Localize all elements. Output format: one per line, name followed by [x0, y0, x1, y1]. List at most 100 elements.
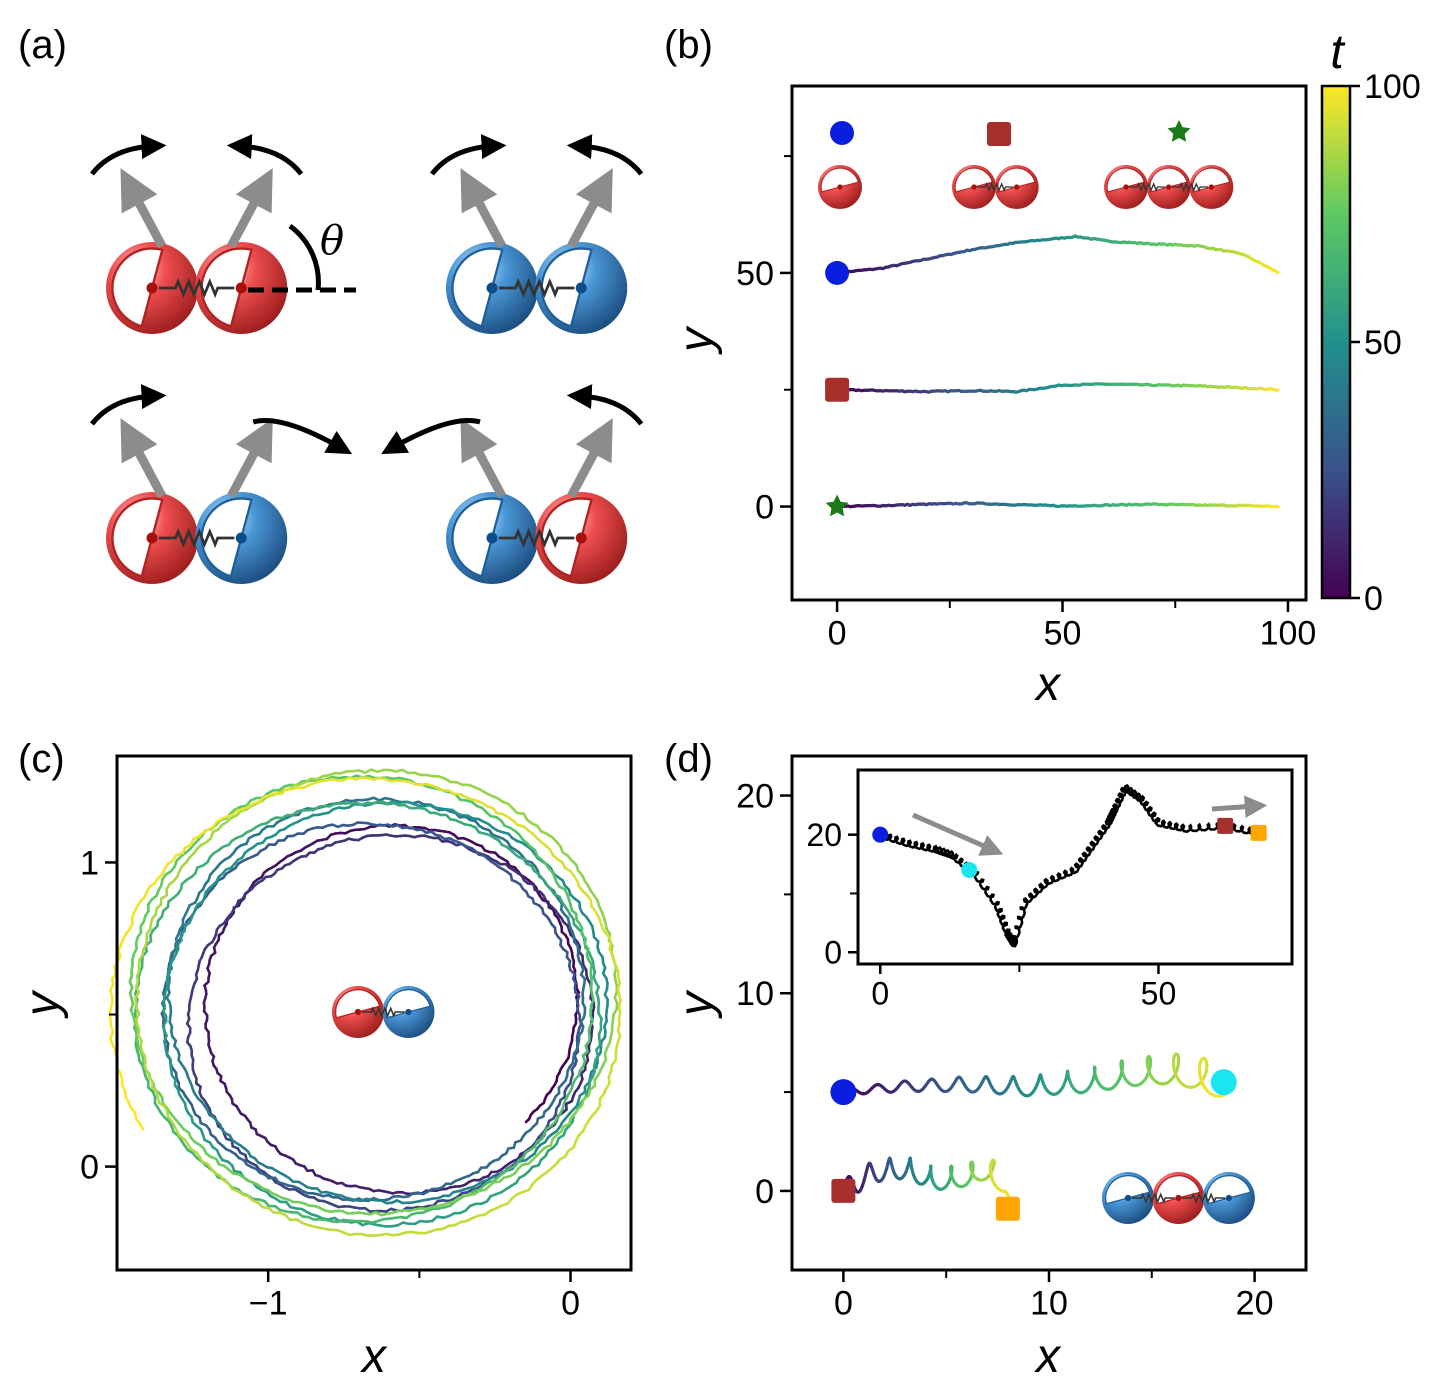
particle-center-dot: [575, 532, 587, 544]
y-tick-label: 0: [755, 488, 774, 526]
polarity-arrow: [460, 168, 506, 249]
y-tick-label: 20: [806, 817, 842, 853]
rotation-arrow: [566, 134, 644, 176]
panel-d-trimer-icon: [1102, 1172, 1255, 1224]
spring: [977, 182, 1014, 192]
panel-b-chart: 0 50 100 0 50 x y 0 50 100 t: [670, 26, 1421, 711]
rotation-arrow: [252, 417, 353, 455]
particle-center-dot: [1175, 1194, 1182, 1202]
particle-cap: [111, 497, 164, 578]
colorbar-tick-label: 50: [1364, 324, 1402, 362]
polarity-arrow: [567, 168, 613, 249]
x-tick-label: 0: [828, 614, 847, 652]
y-tick-label: 50: [736, 255, 774, 293]
y-tick-label: 0: [755, 1173, 774, 1211]
particle-center-dot: [1014, 184, 1020, 190]
polarity-arrow: [120, 418, 166, 499]
panel-d-xlabel: x: [1034, 1330, 1062, 1383]
particle-center-dot: [1225, 1194, 1232, 1202]
y-tick-label: 20: [736, 777, 774, 815]
panel-c-dimer-icon: [332, 986, 435, 1038]
particle-center-dot: [405, 1008, 412, 1016]
x-tick-label: 100: [1260, 614, 1317, 652]
inset-marker-circle: [961, 861, 978, 878]
legend-monomer: [818, 165, 862, 209]
panel-c-ylabel: y: [16, 989, 69, 1019]
panel-c-chart: −1 0 0 1 x y: [16, 754, 633, 1383]
spring: [498, 277, 575, 299]
particle-center-dot: [235, 282, 247, 294]
panel-label-c: (c): [18, 737, 65, 781]
colorbar: [1320, 84, 1352, 600]
polarity-arrow: [460, 418, 506, 499]
start-marker-square: [825, 377, 850, 402]
rotation-arrow: [226, 134, 304, 176]
x-tick-label: 0: [834, 1284, 853, 1322]
particle-center-dot: [146, 532, 158, 544]
particle-center-dot: [1208, 184, 1214, 190]
particle-center-dot: [486, 282, 498, 294]
y-tick-label: 0: [824, 934, 842, 970]
legend-marker-star: [1167, 120, 1191, 142]
schematic-molecule: [90, 384, 353, 584]
schematic-molecule: [430, 134, 644, 334]
start-marker-square: [831, 1178, 856, 1203]
legend-marker-square: [987, 122, 1011, 146]
particle-center-dot: [1123, 184, 1129, 190]
particle-center-dot: [235, 532, 247, 544]
x-tick-label: 50: [1141, 975, 1177, 1011]
panel-d-inset: 0 50 0 20: [806, 768, 1294, 1011]
end-marker-circle: [1210, 1069, 1237, 1096]
particle-center-dot: [575, 282, 587, 294]
panel-label-d: (d): [664, 737, 713, 781]
x-tick-label: 20: [1236, 1284, 1274, 1322]
inset-direction-arrow: [1211, 795, 1268, 818]
colorbar-tick-label: 0: [1364, 580, 1383, 618]
particle-cap: [451, 247, 504, 328]
particle-center-dot: [1124, 1194, 1132, 1202]
start-marker-circle: [825, 260, 850, 285]
panel-b-ylabel: y: [670, 325, 723, 355]
panel-b-frame: [790, 84, 1308, 602]
particle-cap: [954, 167, 993, 193]
particle-cap: [451, 497, 504, 578]
y-tick-label: 1: [80, 844, 99, 882]
spring: [1129, 182, 1166, 192]
panel-label-a: (a): [18, 23, 67, 67]
x-tick-label: 0: [561, 1284, 580, 1322]
inset-marker-circle: [872, 826, 889, 843]
rotation-arrow: [90, 384, 167, 426]
particle-center-dot: [1166, 184, 1172, 190]
particle-center-dot: [837, 184, 843, 190]
colorbar-tick-label: 100: [1364, 68, 1421, 106]
panel-d-chart: 0 10 20 0 10 20 0 50 0 20 x y: [670, 754, 1308, 1383]
inset-marker-square: [1217, 817, 1234, 834]
x-tick-label: 0: [871, 975, 889, 1011]
particle-center-dot: [354, 1008, 362, 1016]
spring: [158, 277, 235, 299]
particle-center-dot: [971, 184, 977, 190]
particle-cap: [820, 167, 859, 193]
rotation-arrow: [381, 417, 481, 455]
spring: [361, 1006, 405, 1018]
panel-b-xlabel: x: [1034, 658, 1062, 711]
polarity-arrow: [227, 418, 273, 499]
trajectory-segment: [138, 1122, 145, 1131]
particle-cap: [335, 989, 381, 1019]
particle-cap: [1106, 167, 1145, 193]
y-tick-label: 0: [80, 1148, 99, 1186]
theta-label: θ: [320, 218, 344, 264]
inset-marker-square: [1250, 824, 1267, 841]
panel-a-schematic: θ: [90, 134, 644, 584]
start-marker-circle: [830, 1079, 857, 1106]
polarity-arrow: [120, 168, 166, 249]
end-marker-square: [995, 1196, 1020, 1221]
colorbar-label: t: [1330, 26, 1345, 79]
legend-marker-circle: [830, 121, 854, 145]
legend-dimer: [952, 165, 1039, 209]
panel-label-b: (b): [664, 23, 713, 67]
y-tick-label: 10: [736, 975, 774, 1013]
spring: [498, 527, 575, 549]
legend-trimer: [1104, 165, 1234, 209]
